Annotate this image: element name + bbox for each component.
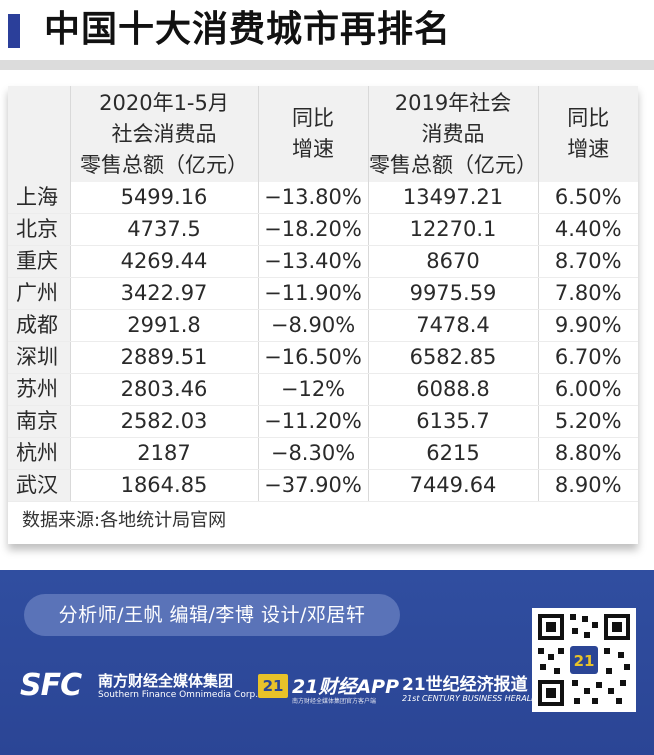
city-cell: 北京 (8, 213, 71, 246)
growth-2020-cell: −8.90% (258, 309, 369, 342)
retail-2020-cell: 4737.5 (70, 213, 259, 246)
city-cell: 成都 (8, 309, 71, 342)
city-cell: 武汉 (8, 469, 71, 502)
growth-2019-cell: 4.40% (538, 213, 638, 246)
growth-2020-cell: −11.20% (258, 405, 369, 438)
table-row: 北京 4737.5 −18.20% 12270.1 4.40% (8, 213, 638, 246)
title-accent-bar (8, 14, 20, 48)
logo-strip: SFC 南方财经全媒体集团 Southern Finance Omnimedia… (20, 668, 540, 712)
retail-2019-cell: 7478.4 (368, 309, 539, 342)
app-name: 21财经APP (292, 676, 399, 698)
table-row: 杭州 2187 −8.30% 6215 8.80% (8, 437, 638, 470)
retail-2020-cell: 3422.97 (70, 277, 259, 310)
retail-2020-cell: 1864.85 (70, 469, 259, 502)
city-cell: 广州 (8, 277, 71, 310)
retail-2019-cell: 6088.8 (368, 373, 539, 406)
source-note: 数据来源:各地统计局官网 (22, 510, 227, 531)
growth-2019-cell: 9.90% (538, 309, 638, 342)
table-row: 武汉 1864.85 −37.90% 7449.64 8.90% (8, 469, 638, 502)
data-card: 2020年1-5月 社会消费品 零售总额（亿元） 同比 增速 2019年社会 消费品 零售总额… (8, 86, 638, 544)
retail-2019-cell: 8670 (368, 245, 539, 278)
growth-2020-cell: −37.90% (258, 469, 369, 502)
city-cell: 苏州 (8, 373, 71, 406)
growth-2020-cell: −8.30% (258, 437, 369, 470)
retail-2019-cell: 6135.7 (368, 405, 539, 438)
retail-2019-cell: 9975.59 (368, 277, 539, 310)
growth-2019-cell: 8.90% (538, 469, 638, 502)
retail-2020-cell: 2991.8 (70, 309, 259, 342)
city-cell: 上海 (8, 182, 71, 214)
qr-code[interactable]: 21 (532, 608, 636, 712)
table-row: 苏州 2803.46 −12% 6088.8 6.00% (8, 373, 638, 406)
retail-2019-cell: 13497.21 (368, 182, 539, 214)
column-header: 同比 增速 (258, 86, 369, 182)
divider (0, 60, 654, 70)
growth-2019-cell: 8.80% (538, 437, 638, 470)
retail-2020-cell: 4269.44 (70, 245, 259, 278)
sfc-name-en: Southern Finance Omnimedia Corp. (98, 690, 259, 700)
page-title: 中国十大消费城市再排名 (44, 9, 452, 50)
footer: 分析师/王帆 编辑/李博 设计/邓居轩 SFC 南方财经全媒体集团 Southe… (0, 570, 654, 755)
growth-2019-cell: 6.50% (538, 182, 638, 214)
data-table: 2020年1-5月 社会消费品 零售总额（亿元） 同比 增速 2019年社会 消费品 零售总额… (8, 86, 638, 502)
growth-2019-cell: 5.20% (538, 405, 638, 438)
retail-2019-cell: 12270.1 (368, 213, 539, 246)
growth-2020-cell: −11.90% (258, 277, 369, 310)
sfc-name-cn: 南方财经全媒体集团 (98, 672, 234, 690)
retail-2020-cell: 2803.46 (70, 373, 259, 406)
retail-2020-cell: 5499.16 (70, 182, 259, 214)
qr-badge-text: 21 (574, 652, 595, 670)
table-row: 重庆 4269.44 −13.40% 8670 8.70% (8, 245, 638, 278)
retail-2020-cell: 2187 (70, 437, 259, 470)
table-row: 广州 3422.97 −11.90% 9975.59 7.80% (8, 277, 638, 310)
title-bar: 中国十大消费城市再排名 (0, 0, 654, 60)
credits-pill: 分析师/王帆 编辑/李博 设计/邓居轩 (24, 594, 400, 636)
growth-2019-cell: 6.00% (538, 373, 638, 406)
city-cell: 南京 (8, 405, 71, 438)
city-cell: 杭州 (8, 437, 71, 470)
growth-2020-cell: −16.50% (258, 341, 369, 374)
column-header: 同比 增速 (538, 86, 638, 182)
growth-2019-cell: 6.70% (538, 341, 638, 374)
retail-2020-cell: 2889.51 (70, 341, 259, 374)
app-subtitle: 南方财经全媒体集团官方客户端 (292, 698, 377, 705)
growth-2020-cell: −13.80% (258, 182, 369, 214)
app-21-badge: 21 (258, 674, 288, 698)
city-cell: 重庆 (8, 245, 71, 278)
qr-code-icon: 21 (532, 608, 636, 712)
growth-2020-cell: −12% (258, 373, 369, 406)
growth-2020-cell: −18.20% (258, 213, 369, 246)
retail-2019-cell: 6215 (368, 437, 539, 470)
growth-2019-cell: 7.80% (538, 277, 638, 310)
column-header: 2020年1-5月 社会消费品 零售总额（亿元） (70, 86, 259, 182)
table-row: 南京 2582.03 −11.20% 6135.7 5.20% (8, 405, 638, 438)
herald-name-cn: 21世纪经济报道 (402, 675, 528, 695)
retail-2019-cell: 7449.64 (368, 469, 539, 502)
sfc-logo: SFC (20, 668, 82, 703)
growth-2020-cell: −13.40% (258, 245, 369, 278)
herald-name-en: 21st CENTURY BUSINESS HERALD (402, 694, 538, 703)
retail-2019-cell: 6582.85 (368, 341, 539, 374)
column-header: 2019年社会 消费品 零售总额（亿元） (368, 86, 539, 182)
growth-2019-cell: 8.70% (538, 245, 638, 278)
header-blank (8, 86, 71, 182)
city-cell: 深圳 (8, 341, 71, 374)
table-header-row: 2020年1-5月 社会消费品 零售总额（亿元） 同比 增速 2019年社会 消费品 零售总额… (8, 86, 638, 182)
table-row: 成都 2991.8 −8.90% 7478.4 9.90% (8, 309, 638, 342)
retail-2020-cell: 2582.03 (70, 405, 259, 438)
table-row: 深圳 2889.51 −16.50% 6582.85 6.70% (8, 341, 638, 374)
table-row: 上海 5499.16 −13.80% 13497.21 6.50% (8, 182, 638, 214)
